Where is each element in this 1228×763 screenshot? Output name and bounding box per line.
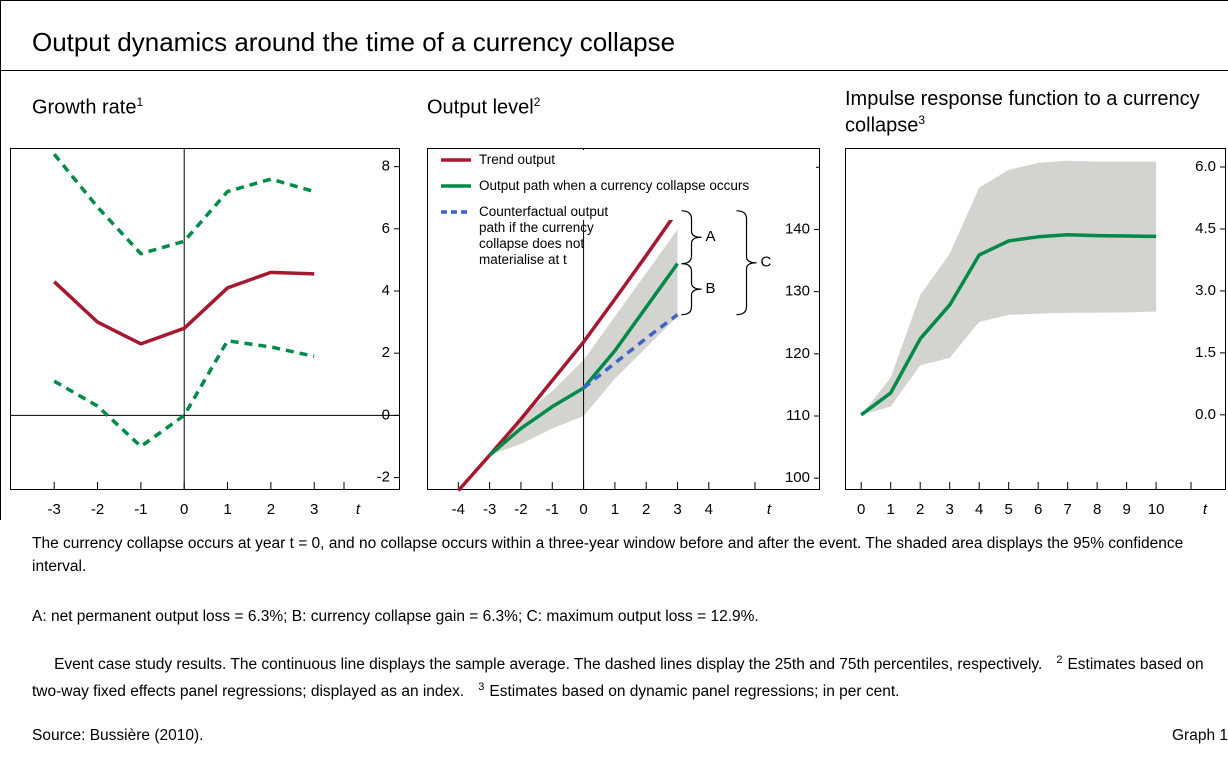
panel-title: Growth rate1 bbox=[32, 92, 362, 119]
x-tick-label: -3 bbox=[48, 501, 61, 518]
y-tick-label: 1.5 bbox=[1195, 344, 1216, 361]
x-tick-label: -3 bbox=[483, 501, 496, 518]
y-tick-label: 8 bbox=[382, 158, 390, 175]
source: Source: Bussière (2010). bbox=[32, 727, 204, 744]
footnote-mark: 2 bbox=[1056, 654, 1063, 666]
footnote-text: Event case study results. The continuous… bbox=[54, 656, 1043, 674]
x-tick-label: -1 bbox=[134, 501, 147, 518]
panel-title-text: Impulse response function to a currency … bbox=[845, 88, 1200, 137]
graph-label: Graph 1 bbox=[1171, 727, 1228, 744]
x-axis-label: t bbox=[1203, 501, 1208, 518]
y-tick-label: 100 bbox=[785, 469, 810, 486]
x-tick-label: 2 bbox=[642, 501, 650, 518]
x-tick-label: 4 bbox=[975, 501, 983, 518]
panel-title-note: 3 bbox=[918, 113, 926, 127]
y-tick-label: -2 bbox=[377, 469, 390, 486]
x-tick-label: 3 bbox=[946, 501, 954, 518]
x-tick-label: 7 bbox=[1063, 501, 1071, 518]
x-tick-label: 2 bbox=[916, 501, 924, 518]
x-tick-label: 0 bbox=[579, 501, 587, 518]
footnote-mark bbox=[46, 654, 49, 666]
x-tick-label: 1 bbox=[223, 501, 231, 518]
y-tick-label: 3.0 bbox=[1195, 282, 1216, 299]
series-line bbox=[582, 313, 679, 390]
note: A: net permanent output loss = 6.3%; B: … bbox=[32, 608, 759, 625]
y-tick-label: 110 bbox=[786, 407, 810, 424]
x-tick-label: -2 bbox=[91, 501, 104, 518]
x-tick-label: 1 bbox=[611, 501, 619, 518]
panel-title-text: Output level bbox=[427, 96, 534, 119]
y-tick-label: 130 bbox=[785, 283, 810, 300]
footnote-mark: 3 bbox=[478, 681, 485, 694]
footnote-text: Estimates based on dynamic panel regress… bbox=[489, 683, 900, 701]
panel-title: Output level2 bbox=[427, 92, 757, 119]
x-tick-label: 2 bbox=[267, 501, 275, 518]
x-tick-label: 6 bbox=[1034, 501, 1042, 518]
main-title: Output dynamics around the time of a cur… bbox=[32, 27, 675, 57]
x-axis-label: t bbox=[767, 501, 772, 518]
confidence-band bbox=[861, 160, 1157, 415]
legend-box bbox=[431, 150, 816, 220]
annotation: B bbox=[706, 280, 716, 297]
panel-title-text: Growth rate bbox=[32, 96, 137, 119]
y-tick-label: 120 bbox=[785, 345, 810, 362]
annotation: A bbox=[706, 228, 716, 245]
plot-frame bbox=[10, 148, 400, 490]
panel-title-note: 2 bbox=[533, 95, 541, 109]
x-tick-label: -2 bbox=[514, 501, 527, 518]
note: The currency collapse occurs at year t =… bbox=[32, 535, 1184, 575]
y-tick-label: 140 bbox=[785, 220, 810, 237]
series-line bbox=[53, 339, 315, 449]
x-tick-label: 5 bbox=[1004, 501, 1012, 518]
annotation: C bbox=[761, 254, 772, 271]
y-tick-label: 4.5 bbox=[1195, 220, 1216, 237]
y-tick-label: 6.0 bbox=[1195, 158, 1216, 175]
x-tick-label: 3 bbox=[673, 501, 681, 518]
series-line bbox=[860, 232, 1157, 417]
series-line bbox=[53, 270, 315, 346]
x-tick-label: 0 bbox=[180, 501, 188, 518]
panel-title: Impulse response function to a currency … bbox=[845, 89, 1205, 137]
x-tick-label: 9 bbox=[1122, 501, 1130, 518]
x-tick-label: 1 bbox=[887, 501, 895, 518]
footnotes: Event case study results. The continuous… bbox=[32, 649, 1228, 703]
y-tick-label: 4 bbox=[382, 282, 390, 299]
x-tick-label: 3 bbox=[310, 501, 318, 518]
y-tick-label: 0.0 bbox=[1195, 406, 1216, 423]
panel-title-note: 1 bbox=[136, 95, 144, 109]
x-tick-label: 8 bbox=[1093, 501, 1101, 518]
x-tick-label: 4 bbox=[705, 501, 713, 518]
legend-label: Output path when a currency collapse occ… bbox=[479, 178, 750, 193]
legend-label: Counterfactual output path if the curren… bbox=[479, 204, 609, 267]
x-tick-label: 0 bbox=[857, 501, 865, 518]
footnote-text: Estimates based on two-way fixed effects… bbox=[32, 656, 1204, 701]
charts: Output dynamics around the time of a cur… bbox=[0, 0, 1228, 520]
legend-label: Trend output bbox=[479, 152, 556, 167]
x-tick-label: 10 bbox=[1148, 501, 1165, 518]
x-axis-label: t bbox=[356, 501, 361, 518]
y-tick-label: 2 bbox=[382, 344, 390, 361]
x-tick-label: -1 bbox=[546, 501, 559, 518]
y-tick-label: 0 bbox=[382, 406, 390, 423]
x-tick-label: -4 bbox=[452, 501, 465, 518]
y-tick-label: 6 bbox=[382, 220, 390, 237]
